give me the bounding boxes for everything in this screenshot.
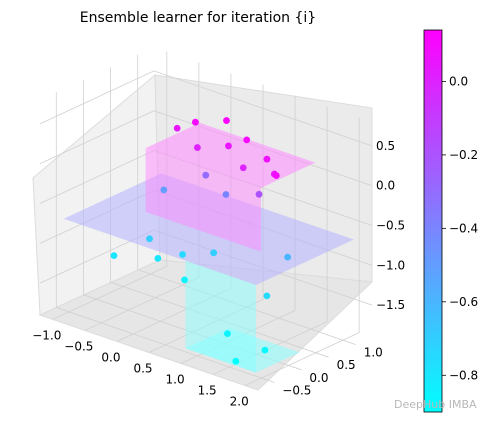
x-tick-label: −0.5 <box>64 339 93 353</box>
x-grid-line <box>52 51 168 320</box>
axes-3d: −1.0−0.50.00.51.01.52.0 −0.50.00.51.0 −1… <box>32 51 405 409</box>
x-tick-label: 2.0 <box>230 395 249 409</box>
data-point <box>224 330 231 338</box>
z-tick-label: 0.0 <box>376 179 395 193</box>
x-tick-label: 0.0 <box>101 350 120 364</box>
data-point <box>243 136 251 144</box>
colorbar-tick-label: −0.4 <box>449 221 478 235</box>
y-tick-label: 1.0 <box>364 346 383 360</box>
data-point <box>110 252 118 260</box>
y-tick-label: 0.5 <box>337 358 356 372</box>
data-point <box>225 142 232 150</box>
data-point <box>193 144 201 151</box>
data-point <box>272 172 280 179</box>
y-grid-line <box>55 92 275 383</box>
y-tick-label: 0.0 <box>309 371 328 385</box>
z-tick-labels: −1.5 −1.0 −0.5 0.0 0.5 <box>376 139 405 312</box>
z-tick-label: −0.5 <box>376 219 405 233</box>
data-point <box>222 191 230 198</box>
data-point <box>232 357 240 365</box>
data-point <box>261 346 269 354</box>
surface-side <box>145 148 261 252</box>
surface-plane <box>185 328 300 373</box>
x-tick-label: 1.5 <box>198 384 217 398</box>
z-grid-line <box>39 70 373 147</box>
x-tick-label: −1.0 <box>32 328 61 342</box>
data-point <box>255 190 263 198</box>
x-tick-labels: −1.0−0.5 0.0 0.5 1.0 1.5 2.0 <box>32 328 248 408</box>
x-tick-label: 0.5 <box>133 362 152 376</box>
data-point <box>263 155 271 163</box>
y-tick-labels: −0.50.0 0.5 1.0 <box>282 346 383 398</box>
data-point <box>181 276 188 284</box>
colorbar-tick-label: −0.6 <box>449 295 478 309</box>
x-tick-label: 1.0 <box>166 373 185 387</box>
data-points <box>110 117 292 365</box>
data-point <box>202 171 210 179</box>
data-point <box>160 186 168 194</box>
data-point <box>223 117 230 124</box>
x-grid-line <box>245 117 360 386</box>
chart-title: Ensemble learner for iteration {i} <box>80 10 316 26</box>
z-tick-label: −1.0 <box>376 258 405 272</box>
data-point <box>173 124 181 132</box>
colorbar-gradient <box>423 29 443 413</box>
colorbar-tick-label: −0.2 <box>449 148 478 162</box>
colorbar-tick-label: −0.8 <box>449 368 478 382</box>
z-tick-label: −1.5 <box>376 298 405 312</box>
y-grid-line <box>137 54 356 345</box>
data-point <box>192 118 199 126</box>
watermark-text: DeepHub IMBA <box>394 398 477 411</box>
data-point <box>154 254 162 262</box>
data-point <box>179 251 186 258</box>
colorbar-ticks: 0.0 −0.2 −0.4 −0.6 −0.8 <box>442 74 478 382</box>
colorbar-tick-label: 0.0 <box>449 74 468 88</box>
data-point <box>284 253 292 261</box>
z-tick-label: 0.5 <box>376 139 395 153</box>
data-point <box>263 292 271 300</box>
data-point <box>210 249 218 257</box>
y-tick-label: −0.5 <box>282 383 311 397</box>
colorbar: 0.0 −0.2 −0.4 −0.6 −0.8 <box>423 29 478 413</box>
data-point <box>146 235 153 243</box>
data-point <box>239 164 247 172</box>
